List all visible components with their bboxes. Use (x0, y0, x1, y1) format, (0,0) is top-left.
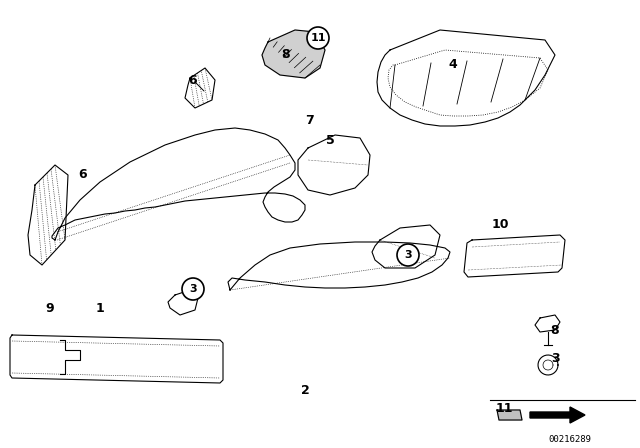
Circle shape (182, 278, 204, 300)
Text: 3: 3 (189, 284, 197, 294)
Text: 7: 7 (306, 113, 314, 126)
Circle shape (397, 244, 419, 266)
Polygon shape (262, 30, 325, 78)
Text: 11: 11 (310, 33, 326, 43)
Text: 8: 8 (282, 48, 291, 61)
Text: 4: 4 (449, 59, 458, 72)
Text: 1: 1 (95, 302, 104, 314)
Text: 00216289: 00216289 (548, 435, 591, 444)
Text: 8: 8 (550, 323, 559, 336)
Text: 6: 6 (189, 73, 197, 86)
Text: 2: 2 (301, 383, 309, 396)
Circle shape (307, 27, 329, 49)
Text: 3: 3 (550, 352, 559, 365)
Polygon shape (497, 410, 522, 420)
Polygon shape (530, 407, 585, 423)
Text: 6: 6 (79, 168, 87, 181)
Text: 11: 11 (495, 401, 513, 414)
Text: 5: 5 (326, 134, 334, 146)
Text: 10: 10 (492, 219, 509, 232)
Text: 9: 9 (45, 302, 54, 314)
Text: 3: 3 (404, 250, 412, 260)
